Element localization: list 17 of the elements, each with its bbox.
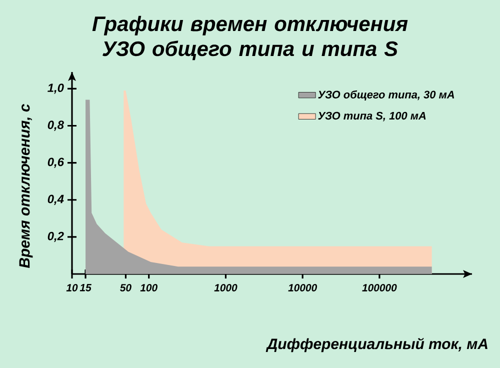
x-axis-title: Дифференциальный ток, мА — [266, 338, 488, 352]
x-tick-label: 100000 — [362, 284, 397, 292]
x-tick-label: 100 — [140, 284, 158, 292]
y-tick-label: 0,4 — [48, 194, 64, 205]
y-axis-title: Время отключения, с — [19, 104, 33, 268]
x-tick-label: 10000 — [288, 284, 318, 292]
y-tick-label: 0,2 — [48, 232, 64, 242]
y-tick-label: 1,0 — [48, 84, 64, 94]
y-tick-label: 0,6 — [48, 158, 64, 168]
y-tick-label: 0,8 — [48, 120, 64, 131]
legend-label: УЗО типа S, 100 мА — [318, 112, 426, 122]
x-tick-label: 1000 — [214, 284, 238, 292]
x-tick-label: 50 — [120, 284, 132, 292]
x-tick-label: 15 — [80, 284, 92, 292]
chart-title: Графики времен отключения УЗО общего типа и типа S — [92, 16, 408, 60]
x-tick-label: 10 — [66, 284, 78, 292]
legend-label: УЗО общего типа, 30 мА — [318, 90, 454, 101]
